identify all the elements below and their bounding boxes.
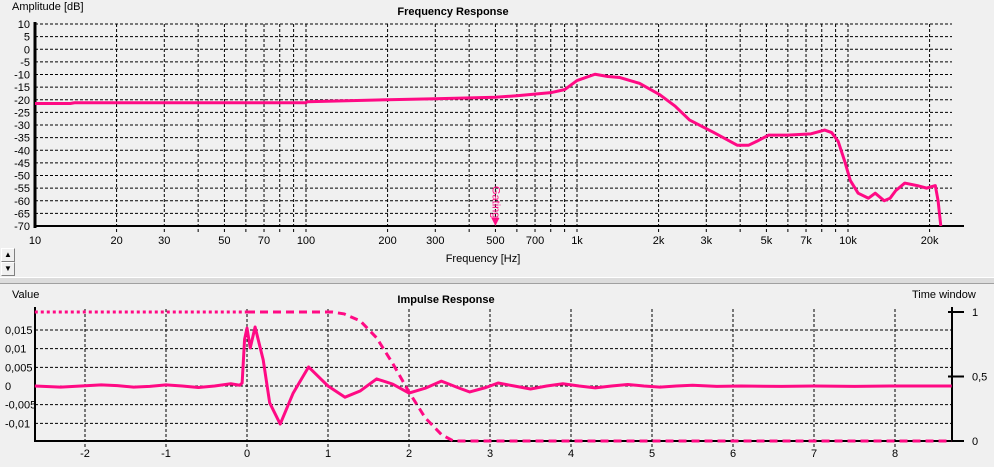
y-tick-label: -50 <box>14 171 30 183</box>
x-tick-label: 2 <box>406 448 412 460</box>
y-tick-label: 10 <box>18 19 30 31</box>
y-tick-label: -45 <box>14 158 30 170</box>
x-tick-label: 20k <box>921 235 939 247</box>
y2-tick-label: 1 <box>972 307 978 319</box>
x-tick-label: 7 <box>811 448 817 460</box>
x-tick-label: 1 <box>325 448 331 460</box>
x-tick-label: 30 <box>158 235 170 247</box>
x-tick-label: 5k <box>761 235 773 247</box>
x-tick-label: 3k <box>700 235 712 247</box>
y-tick-label: -0,01 <box>5 418 30 430</box>
y-tick-label: 0 <box>24 44 30 56</box>
y-tick-label: -10 <box>14 70 30 82</box>
y-tick-label: 0,015 <box>5 325 33 337</box>
frequency-response-curve <box>35 72 943 227</box>
y-axis-title: Value <box>12 289 39 301</box>
x-tick-label: 50 <box>218 235 230 247</box>
x-tick-label: 5 <box>649 448 655 460</box>
x-tick-label: 700 <box>526 235 544 247</box>
chart-title: Frequency Response <box>397 6 508 18</box>
x-tick-label: 3 <box>487 448 493 460</box>
y-tick-label: -35 <box>14 133 30 145</box>
arrow-up-icon: ▲ <box>4 250 12 259</box>
splitter[interactable] <box>0 277 994 284</box>
x-tick-label: 1k <box>571 235 583 247</box>
x-tick-label: 7k <box>800 235 812 247</box>
x-tick-label: 10k <box>839 235 857 247</box>
x-tick-label: 20 <box>110 235 122 247</box>
time-window-curve <box>247 310 952 443</box>
x-tick-label: 10 <box>29 235 41 247</box>
y-tick-label: -30 <box>14 120 30 132</box>
y-tick-label: -5 <box>20 57 30 69</box>
chart-title: Impulse Response <box>397 294 494 306</box>
x-tick-label: 8 <box>892 448 898 460</box>
x-tick-label: 0 <box>244 448 250 460</box>
y2-tick-label: 0 <box>972 436 978 448</box>
y-tick-label: -15 <box>14 82 30 94</box>
y-tick-label: -60 <box>14 196 30 208</box>
x-tick-label: 300 <box>426 235 444 247</box>
y2-axis-title: Time window <box>912 289 976 301</box>
x-tick-label: 6 <box>730 448 736 460</box>
y-tick-label: -20 <box>14 95 30 107</box>
x-tick-label: 200 <box>378 235 396 247</box>
x-tick-label: 4 <box>568 448 574 460</box>
y-tick-label: 0,005 <box>5 362 33 374</box>
y-tick-label: -70 <box>14 221 30 233</box>
y-tick-label: -55 <box>14 183 30 195</box>
scroll-down-button[interactable]: ▼ <box>1 262 15 276</box>
y-tick-label: 0 <box>5 381 11 393</box>
y-tick-label: -25 <box>14 107 30 119</box>
gating-marker-label: Gating <box>489 186 501 218</box>
y-axis-title: Amplitude [dB] <box>12 1 84 13</box>
y-tick-label: -0,005 <box>5 400 36 412</box>
x-axis-title: Frequency [Hz] <box>446 253 521 265</box>
y-tick-label: -65 <box>14 208 30 220</box>
x-tick-label: 500 <box>486 235 504 247</box>
arrow-down-icon: ▼ <box>4 264 12 273</box>
gating-marker-icon <box>491 218 500 226</box>
x-tick-label: -2 <box>80 448 90 460</box>
y-tick-label: 0,01 <box>5 344 26 356</box>
x-tick-label: 100 <box>297 235 315 247</box>
scroll-up-button[interactable]: ▲ <box>1 248 15 262</box>
x-tick-label: 70 <box>258 235 270 247</box>
x-tick-label: -1 <box>161 448 171 460</box>
y-tick-label: 5 <box>24 32 30 44</box>
x-tick-label: 2k <box>653 235 665 247</box>
impulse-response-curve <box>34 325 952 426</box>
y-tick-label: -40 <box>14 145 30 157</box>
y2-tick-label: 0,5 <box>972 372 987 384</box>
